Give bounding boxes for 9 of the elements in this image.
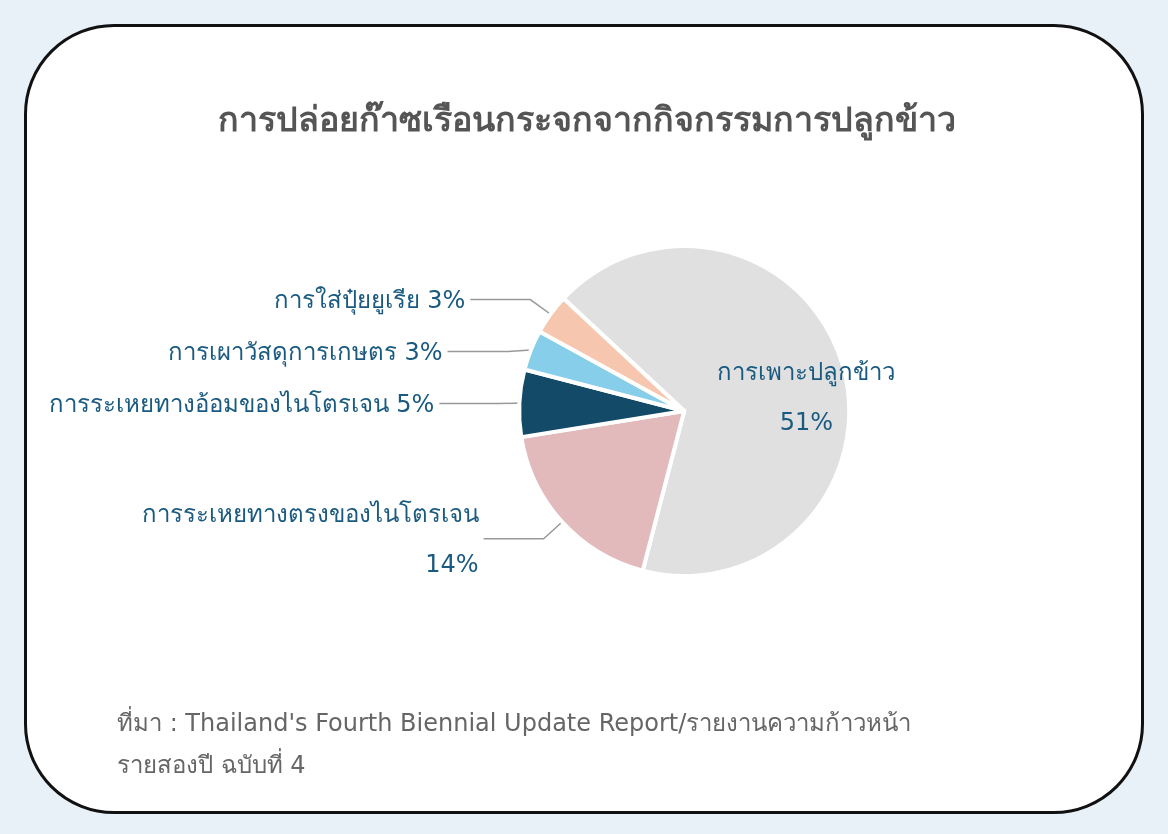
slice-label: การใส่ปุ๋ยยูเรีย 3%: [273, 285, 466, 315]
slice-label: การระเหยทางตรงของไนโตรเจน: [141, 499, 479, 528]
text: ที่มา : Thailand's Fourth Biennial Update Report/รายงานความก้าวหน้ารายสองปี ฉบับที่ 4: [117, 705, 913, 781]
slice-label: การเพาะปลูกข้าว: [717, 358, 896, 388]
slice-label: การระเหยทางอ้อมของไนโตรเจน 5%: [48, 389, 435, 418]
data-label: 51%: [779, 408, 833, 437]
slice-label: การเผาวัสดุการเกษตร 3%: [167, 337, 443, 367]
data-label: 14%: [425, 549, 479, 578]
chart-title: การปล่อยก๊าซเรือนกระจกจากกิจกรรมการปลูกข้าว: [218, 99, 956, 141]
